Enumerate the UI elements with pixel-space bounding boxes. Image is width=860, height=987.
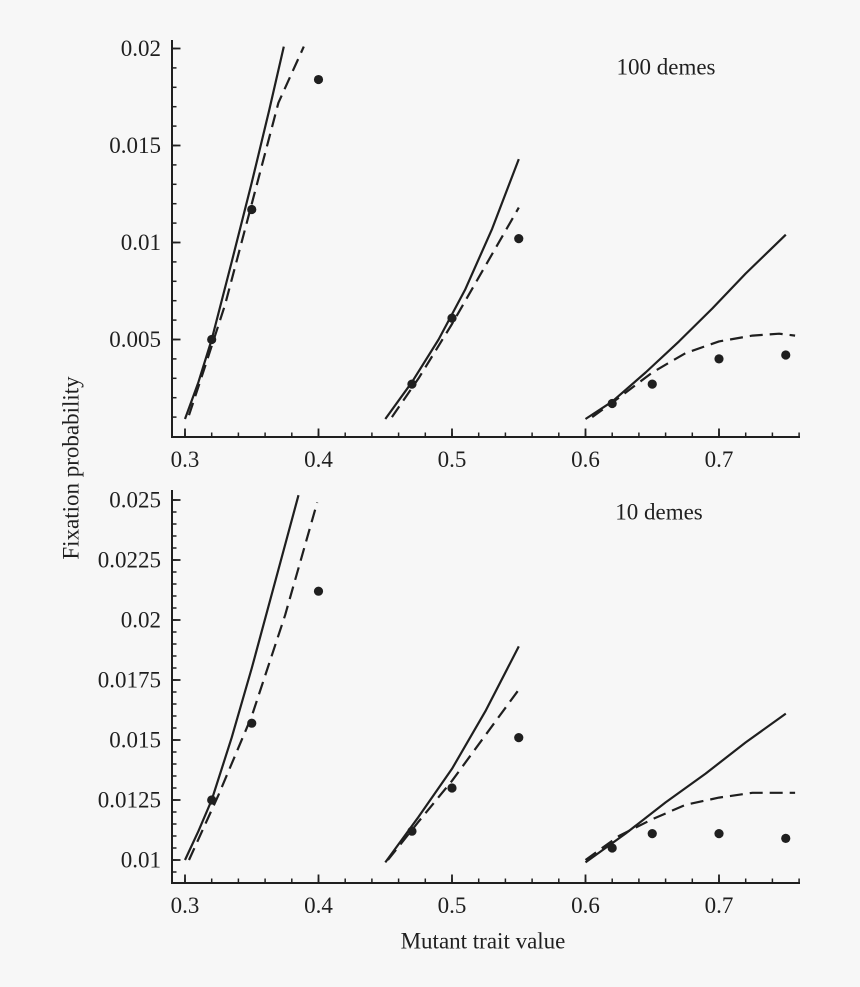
y-tick-label: 0.01 xyxy=(121,848,161,873)
simulation-points xyxy=(514,733,524,743)
dashed-curve-0.45 xyxy=(390,207,520,418)
simulation-points xyxy=(313,74,324,85)
simulation-points xyxy=(647,829,657,839)
simulation-points xyxy=(607,843,617,853)
y-tick-label: 0.02 xyxy=(121,608,161,633)
y-axis-label: Fixation probability xyxy=(58,376,84,560)
panel-top: 0.3 0.4 0.5 0.6 0.7 0.005 0.01 0.015 0.02 xyxy=(109,36,800,472)
panel-title-10-demes: 10 demes xyxy=(615,499,703,525)
x-tick-label: 0.7 xyxy=(705,447,734,472)
simulation-points xyxy=(447,783,457,793)
simulation-points xyxy=(647,379,657,389)
panel-title-100-demes: 100 demes xyxy=(616,54,716,80)
solid-curve-0.60 xyxy=(584,712,787,864)
dashed-curve-0.60 xyxy=(584,791,796,861)
x-tick-label: 0.3 xyxy=(171,893,200,918)
solid-curve-0.45 xyxy=(384,645,520,864)
simulation-points xyxy=(207,795,217,805)
simulation-points xyxy=(207,334,217,345)
dashed-curve-0.30 xyxy=(187,46,305,416)
x-axis-label: Mutant trait value xyxy=(400,928,566,954)
simulation-points xyxy=(607,398,617,409)
y-tick-label: 0.01 xyxy=(121,230,161,255)
y-tick-label: 0.0225 xyxy=(98,548,161,573)
x-tick-label: 0.3 xyxy=(171,447,200,472)
simulation-points xyxy=(714,354,724,364)
solid-curve-0.30 xyxy=(184,494,300,861)
simulation-points xyxy=(781,350,791,360)
y-tick-label: 0.005 xyxy=(109,327,161,352)
dashed-curve-0.60 xyxy=(591,332,796,418)
y-tick-label: 0.015 xyxy=(109,133,161,158)
solid-curve-0.60 xyxy=(584,233,787,420)
simulation-points xyxy=(407,379,417,389)
x-tick-label: 0.5 xyxy=(438,893,467,918)
x-tick-label: 0.4 xyxy=(304,447,333,472)
simulation-points xyxy=(781,833,791,844)
simulation-points xyxy=(313,586,324,596)
x-tick-label: 0.7 xyxy=(705,893,734,918)
y-tick-label: 0.015 xyxy=(109,728,161,753)
dashed-curve-0.45 xyxy=(387,688,520,861)
simulation-points xyxy=(447,313,457,323)
panel-bottom: 0.3 0.4 0.5 0.6 0.7 0.01 0.0125 0.015 0.0175 0.02… xyxy=(98,488,800,918)
y-tick-label: 0.0175 xyxy=(98,668,161,693)
solid-curve-0.45 xyxy=(384,158,520,420)
x-tick-label: 0.6 xyxy=(571,447,600,472)
x-tick-label: 0.6 xyxy=(571,893,600,918)
simulation-points xyxy=(514,234,524,244)
simulation-points xyxy=(407,826,417,836)
x-tick-label: 0.5 xyxy=(438,447,467,472)
solid-curve-0.30 xyxy=(183,46,285,420)
y-tick-label: 0.025 xyxy=(109,488,161,513)
simulation-points xyxy=(714,829,724,839)
simulation-points xyxy=(247,718,257,728)
y-tick-label: 0.02 xyxy=(121,36,161,61)
dashed-curve-0.30 xyxy=(187,502,319,861)
x-tick-label: 0.4 xyxy=(304,893,333,918)
simulation-points xyxy=(247,204,257,215)
y-tick-label: 0.0125 xyxy=(98,788,161,813)
